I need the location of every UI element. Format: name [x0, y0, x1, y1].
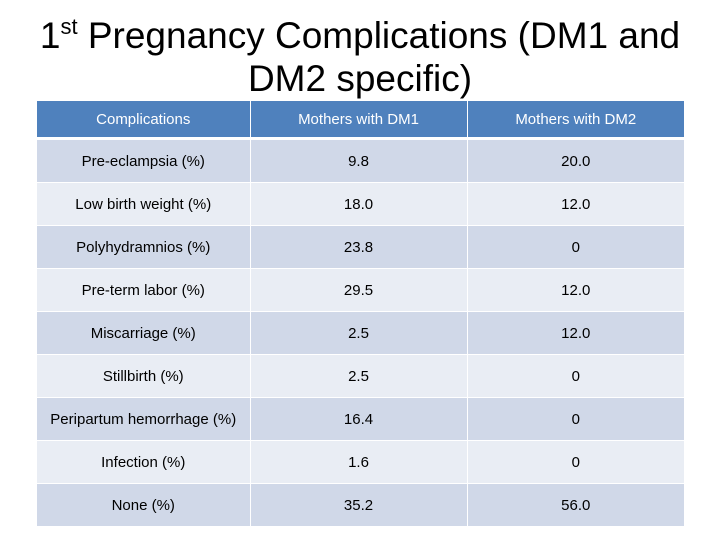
- title-prefix: 1: [39, 15, 61, 56]
- table-row: Infection (%) 1.6 0: [37, 440, 684, 484]
- cell-dm2: 12.0: [467, 311, 684, 355]
- slide-title: 1st Pregnancy Complications (DM1 and DM2…: [0, 14, 720, 100]
- header-dm2: Mothers with DM2: [467, 101, 684, 140]
- table-row: Polyhydramnios (%) 23.8 0: [37, 225, 684, 269]
- cell-dm2: 12.0: [467, 268, 684, 312]
- cell-dm1: 2.5: [250, 311, 468, 355]
- table-row: None (%) 35.2 56.0: [37, 483, 684, 526]
- table-header-row: Complications Mothers with DM1 Mothers w…: [37, 101, 684, 140]
- table-row: Stillbirth (%) 2.5 0: [37, 354, 684, 398]
- title-line2: DM2 specific): [247, 58, 473, 99]
- cell-dm2: 0: [467, 354, 684, 398]
- title-line1: Pregnancy Complications (DM1 and: [77, 15, 681, 56]
- cell-dm1: 1.6: [250, 440, 468, 484]
- cell-complication: Low birth weight (%): [37, 182, 251, 226]
- table-row: Low birth weight (%) 18.0 12.0: [37, 182, 684, 226]
- cell-dm1: 16.4: [250, 397, 468, 441]
- cell-dm1: 29.5: [250, 268, 468, 312]
- cell-complication: Pre-eclampsia (%): [37, 138, 251, 183]
- cell-complication: Infection (%): [37, 440, 251, 484]
- table-row: Peripartum hemorrhage (%) 16.4 0: [37, 397, 684, 441]
- title-superscript: st: [60, 14, 78, 39]
- cell-dm2: 56.0: [467, 483, 684, 526]
- complications-table: Complications Mothers with DM1 Mothers w…: [37, 101, 684, 526]
- header-dm1: Mothers with DM1: [250, 101, 468, 140]
- cell-complication: Miscarriage (%): [37, 311, 251, 355]
- cell-dm1: 9.8: [250, 138, 468, 183]
- table-row: Pre-term labor (%) 29.5 12.0: [37, 268, 684, 312]
- cell-complication: None (%): [37, 483, 251, 526]
- cell-complication: Stillbirth (%): [37, 354, 251, 398]
- cell-complication: Polyhydramnios (%): [37, 225, 251, 269]
- cell-dm1: 35.2: [250, 483, 468, 526]
- cell-dm1: 2.5: [250, 354, 468, 398]
- cell-dm2: 20.0: [467, 138, 684, 183]
- table-row: Miscarriage (%) 2.5 12.0: [37, 311, 684, 355]
- cell-dm2: 0: [467, 397, 684, 441]
- cell-complication: Peripartum hemorrhage (%): [37, 397, 251, 441]
- cell-complication: Pre-term labor (%): [37, 268, 251, 312]
- cell-dm1: 23.8: [250, 225, 468, 269]
- cell-dm2: 12.0: [467, 182, 684, 226]
- table-row: Pre-eclampsia (%) 9.8 20.0: [37, 138, 684, 183]
- cell-dm2: 0: [467, 225, 684, 269]
- cell-dm2: 0: [467, 440, 684, 484]
- header-complications: Complications: [37, 101, 251, 140]
- cell-dm1: 18.0: [250, 182, 468, 226]
